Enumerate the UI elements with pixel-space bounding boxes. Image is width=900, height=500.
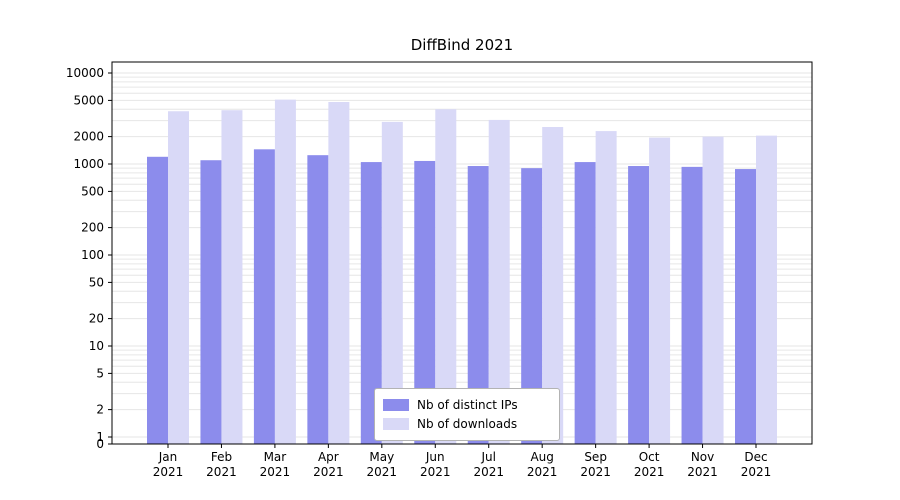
bar-downloads xyxy=(649,137,671,444)
bar-downloads xyxy=(542,127,564,444)
y-tick-label: 5000 xyxy=(73,93,104,107)
bar-distinct-ips xyxy=(307,155,329,444)
legend-item-distinct-ips: Nb of distinct IPs xyxy=(383,396,549,414)
bar-distinct-ips xyxy=(253,149,275,445)
y-tick-label: 5 xyxy=(96,366,104,380)
x-tick-label-month: May xyxy=(369,450,394,464)
bar-distinct-ips xyxy=(521,168,543,444)
x-tick-label-year: 2021 xyxy=(153,465,184,479)
x-tick-label-year: 2021 xyxy=(741,465,772,479)
y-tick-label: 1 xyxy=(96,430,104,444)
legend-label-downloads: Nb of downloads xyxy=(417,417,518,431)
bar-distinct-ips xyxy=(147,156,168,445)
bar-distinct-ips xyxy=(360,162,382,444)
y-tick-label: 50 xyxy=(89,275,104,289)
bar-downloads xyxy=(702,136,724,445)
y-tick-label: 1000 xyxy=(73,157,104,171)
y-tick-label: 20 xyxy=(89,312,104,326)
bar-distinct-ips xyxy=(574,162,596,444)
x-tick-label-year: 2021 xyxy=(313,465,344,479)
bar-downloads xyxy=(435,109,457,445)
x-tick-label-year: 2021 xyxy=(260,465,291,479)
x-tick-label-month: Dec xyxy=(744,450,767,464)
bar-downloads xyxy=(274,99,296,444)
x-tick-label-month: Oct xyxy=(639,450,660,464)
y-tick-label: 200 xyxy=(81,221,104,235)
x-tick-label-month: Sep xyxy=(584,450,607,464)
bar-distinct-ips xyxy=(467,166,489,444)
bar-distinct-ips xyxy=(735,169,756,445)
x-tick-label-year: 2021 xyxy=(473,465,504,479)
bar-downloads xyxy=(488,119,510,444)
x-tick-label-month: Mar xyxy=(264,450,287,464)
x-tick-label-month: Apr xyxy=(318,450,339,464)
legend-label-distinct-ips: Nb of distinct IPs xyxy=(417,398,518,412)
legend-swatch-distinct-ips xyxy=(383,399,409,411)
bar-distinct-ips xyxy=(414,160,436,444)
bar-downloads xyxy=(381,121,403,444)
chart-legend: Nb of distinct IPs Nb of downloads xyxy=(374,388,560,441)
bar-downloads xyxy=(756,135,777,444)
x-tick-label-month: Aug xyxy=(530,450,553,464)
y-tick-label: 0 xyxy=(96,437,104,451)
x-tick-label-month: Jun xyxy=(425,450,445,464)
y-tick-label: 2 xyxy=(96,403,104,417)
bar-downloads xyxy=(221,110,243,444)
x-tick-label-year: 2021 xyxy=(634,465,665,479)
bar-downloads xyxy=(595,131,617,444)
x-tick-label-year: 2021 xyxy=(687,465,718,479)
bar-downloads xyxy=(328,102,350,444)
bar-distinct-ips xyxy=(200,160,222,444)
x-tick-label-year: 2021 xyxy=(527,465,558,479)
x-tick-label-month: Jan xyxy=(158,450,178,464)
x-tick-label-month: Feb xyxy=(211,450,232,464)
bar-distinct-ips xyxy=(628,166,650,444)
x-tick-label-year: 2021 xyxy=(206,465,237,479)
x-tick-label-month: Jul xyxy=(480,450,495,464)
x-tick-label-year: 2021 xyxy=(580,465,611,479)
axis-frame xyxy=(111,61,813,445)
y-tick-label: 100 xyxy=(81,248,104,262)
bar-downloads xyxy=(168,111,189,445)
y-tick-label: 10000 xyxy=(66,66,104,80)
x-tick-label-year: 2021 xyxy=(367,465,398,479)
y-tick-label: 2000 xyxy=(73,130,104,144)
bar-distinct-ips xyxy=(681,166,703,445)
y-tick-label: 500 xyxy=(81,184,104,198)
chart-title: DiffBind 2021 xyxy=(410,36,514,54)
x-tick-label-year: 2021 xyxy=(420,465,451,479)
legend-swatch-downloads xyxy=(383,418,409,430)
x-tick-label-month: Nov xyxy=(691,450,714,464)
legend-item-downloads: Nb of downloads xyxy=(383,415,549,433)
y-tick-label: 10 xyxy=(89,339,104,353)
